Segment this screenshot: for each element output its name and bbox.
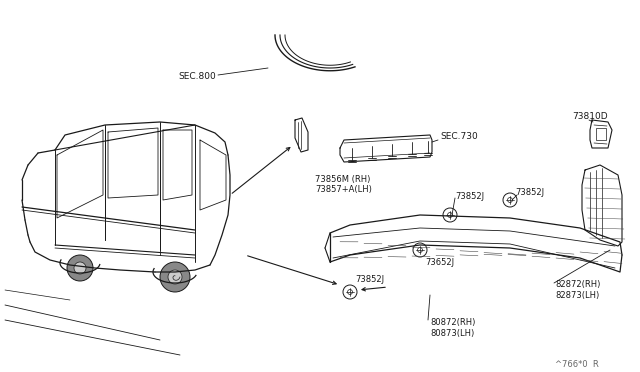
Text: SEC.800: SEC.800 <box>178 72 216 81</box>
Text: SEC.730: SEC.730 <box>440 132 477 141</box>
Text: 73810D: 73810D <box>572 112 607 121</box>
Text: 73852J: 73852J <box>355 275 384 284</box>
Text: 82873(LH): 82873(LH) <box>555 291 599 300</box>
Text: 73852J: 73852J <box>515 188 544 197</box>
Circle shape <box>67 255 93 281</box>
Text: 82872(RH): 82872(RH) <box>555 280 600 289</box>
Text: 73852J: 73852J <box>455 192 484 201</box>
Text: 80873(LH): 80873(LH) <box>430 329 474 338</box>
Circle shape <box>168 270 182 284</box>
Text: 80872(RH): 80872(RH) <box>430 318 476 327</box>
Text: ^766*0  R: ^766*0 R <box>555 360 599 369</box>
Circle shape <box>74 262 86 274</box>
Text: 73856M (RH): 73856M (RH) <box>315 175 371 184</box>
Circle shape <box>160 262 190 292</box>
Text: 73857+A(LH): 73857+A(LH) <box>315 185 372 194</box>
Text: 73652J: 73652J <box>425 258 454 267</box>
FancyBboxPatch shape <box>596 128 606 140</box>
